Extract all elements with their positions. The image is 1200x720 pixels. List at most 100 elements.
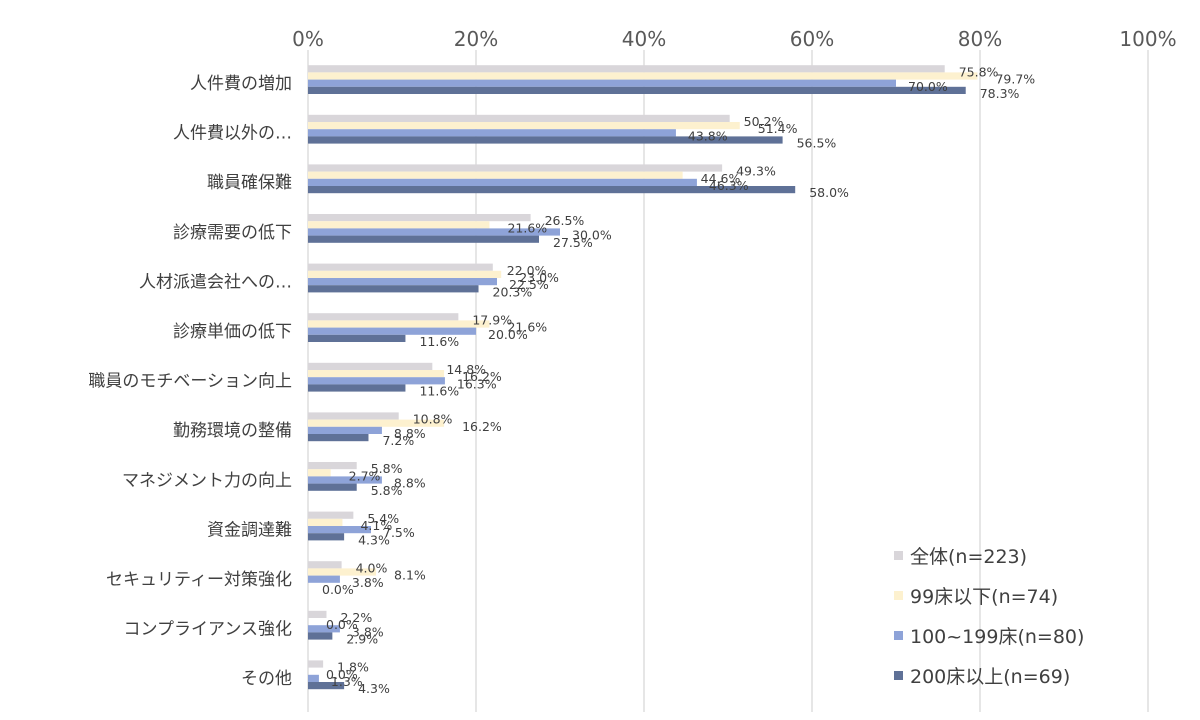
bar <box>308 518 343 526</box>
bar <box>308 426 382 434</box>
bar <box>308 377 445 385</box>
data-label: 17.9% <box>472 312 512 327</box>
legend-swatch <box>894 591 903 600</box>
bar <box>308 334 406 342</box>
bar <box>308 682 345 690</box>
legend-label: 全体(n=223) <box>910 546 1027 568</box>
data-label: 22.5% <box>509 277 549 292</box>
bar <box>308 214 531 222</box>
bar <box>308 136 783 144</box>
data-label: 2.2% <box>340 610 372 625</box>
bar <box>308 476 382 484</box>
data-label: 21.6% <box>507 220 547 235</box>
category-label: 診療需要の低下 <box>173 223 292 243</box>
data-label: 79.7% <box>995 72 1035 87</box>
bar <box>308 164 723 172</box>
data-label: 23.0% <box>519 270 559 285</box>
bar <box>308 462 357 470</box>
bar <box>308 79 896 87</box>
category-label: 職員のモチベーション向上 <box>88 372 292 392</box>
gridlines <box>307 50 1149 712</box>
bar <box>308 526 371 534</box>
bar <box>308 561 342 569</box>
legend-swatch <box>894 551 903 560</box>
data-label: 2.7% <box>349 468 381 483</box>
x-tick-label: 60% <box>790 27 834 51</box>
bar <box>308 327 476 335</box>
x-axis-ticks: 0% 20% 40% 60% 80% 100% <box>292 27 1176 51</box>
category-label: 人材派遣会社への… <box>139 272 292 292</box>
bar <box>308 370 445 378</box>
bar <box>308 122 740 130</box>
data-label: 20.3% <box>493 284 533 299</box>
data-label: 5.4% <box>367 511 399 526</box>
bar <box>308 270 502 278</box>
data-label: 27.5% <box>553 235 593 250</box>
bar <box>308 263 493 271</box>
bar <box>308 575 340 583</box>
category-label: セキュリティー対策強化 <box>106 570 292 590</box>
bar <box>308 86 966 94</box>
data-label: 21.6% <box>507 320 547 335</box>
bar <box>308 178 697 186</box>
x-tick-label: 20% <box>454 27 498 51</box>
bar <box>308 129 676 137</box>
category-label: 人件費の増加 <box>190 74 292 94</box>
bar <box>308 674 319 682</box>
category-label: 人件費以外の… <box>173 124 292 144</box>
data-label: 0.0% <box>326 667 358 682</box>
bar <box>308 412 399 420</box>
bar <box>308 483 357 491</box>
category-label: コンプライアンス強化 <box>124 620 292 640</box>
data-label: 8.8% <box>394 476 426 491</box>
bar <box>308 285 479 293</box>
bar <box>308 632 333 640</box>
category-label: 診療単価の低下 <box>173 322 292 342</box>
data-label: 5.8% <box>371 483 403 498</box>
data-label: 46.3% <box>709 178 749 193</box>
data-label: 14.8% <box>446 362 486 377</box>
category-label: マネジメント力の向上 <box>122 471 292 491</box>
data-label: 0.0% <box>322 582 354 597</box>
data-label: 4.0% <box>356 560 388 575</box>
data-label: 20.0% <box>488 327 528 342</box>
data-label: 11.6% <box>419 334 459 349</box>
category-label: その他 <box>241 669 292 689</box>
data-label: 3.8% <box>352 624 384 639</box>
data-label: 16.2% <box>462 419 502 434</box>
bar <box>308 568 377 576</box>
category-label: 勤務環境の整備 <box>173 421 292 441</box>
x-tick-label: 0% <box>292 27 324 51</box>
data-label: 8.1% <box>394 568 426 583</box>
bar <box>308 72 978 80</box>
data-label: 0.0% <box>326 617 358 632</box>
data-label: 51.4% <box>758 121 798 136</box>
data-label: 49.3% <box>736 164 776 179</box>
data-label: 4.1% <box>360 518 392 533</box>
data-label: 56.5% <box>797 136 837 151</box>
category-label: 職員確保難 <box>207 173 292 193</box>
legend: 全体(n=223) 99床以下(n=74) 100~199床(n=80) 200床以上… <box>894 546 1084 688</box>
bar <box>308 469 331 477</box>
bar <box>308 228 560 236</box>
data-label: 26.5% <box>545 213 585 228</box>
legend-label: 200床以上(n=69) <box>910 666 1070 688</box>
x-tick-label: 40% <box>622 27 666 51</box>
data-label: 7.5% <box>383 525 415 540</box>
data-label: 5.8% <box>371 461 403 476</box>
legend-label: 99床以下(n=74) <box>910 586 1058 608</box>
data-label: 16.2% <box>462 369 502 384</box>
data-label: 75.8% <box>959 64 999 79</box>
bar <box>308 278 497 286</box>
data-label: 3.8% <box>352 575 384 590</box>
bar <box>308 660 324 668</box>
data-label: 58.0% <box>809 185 849 200</box>
data-label: 8.8% <box>394 426 426 441</box>
bars <box>308 65 978 690</box>
data-label: 22.0% <box>507 263 547 278</box>
bar <box>308 114 730 122</box>
data-label: 70.0% <box>908 79 948 94</box>
bar <box>308 511 354 519</box>
